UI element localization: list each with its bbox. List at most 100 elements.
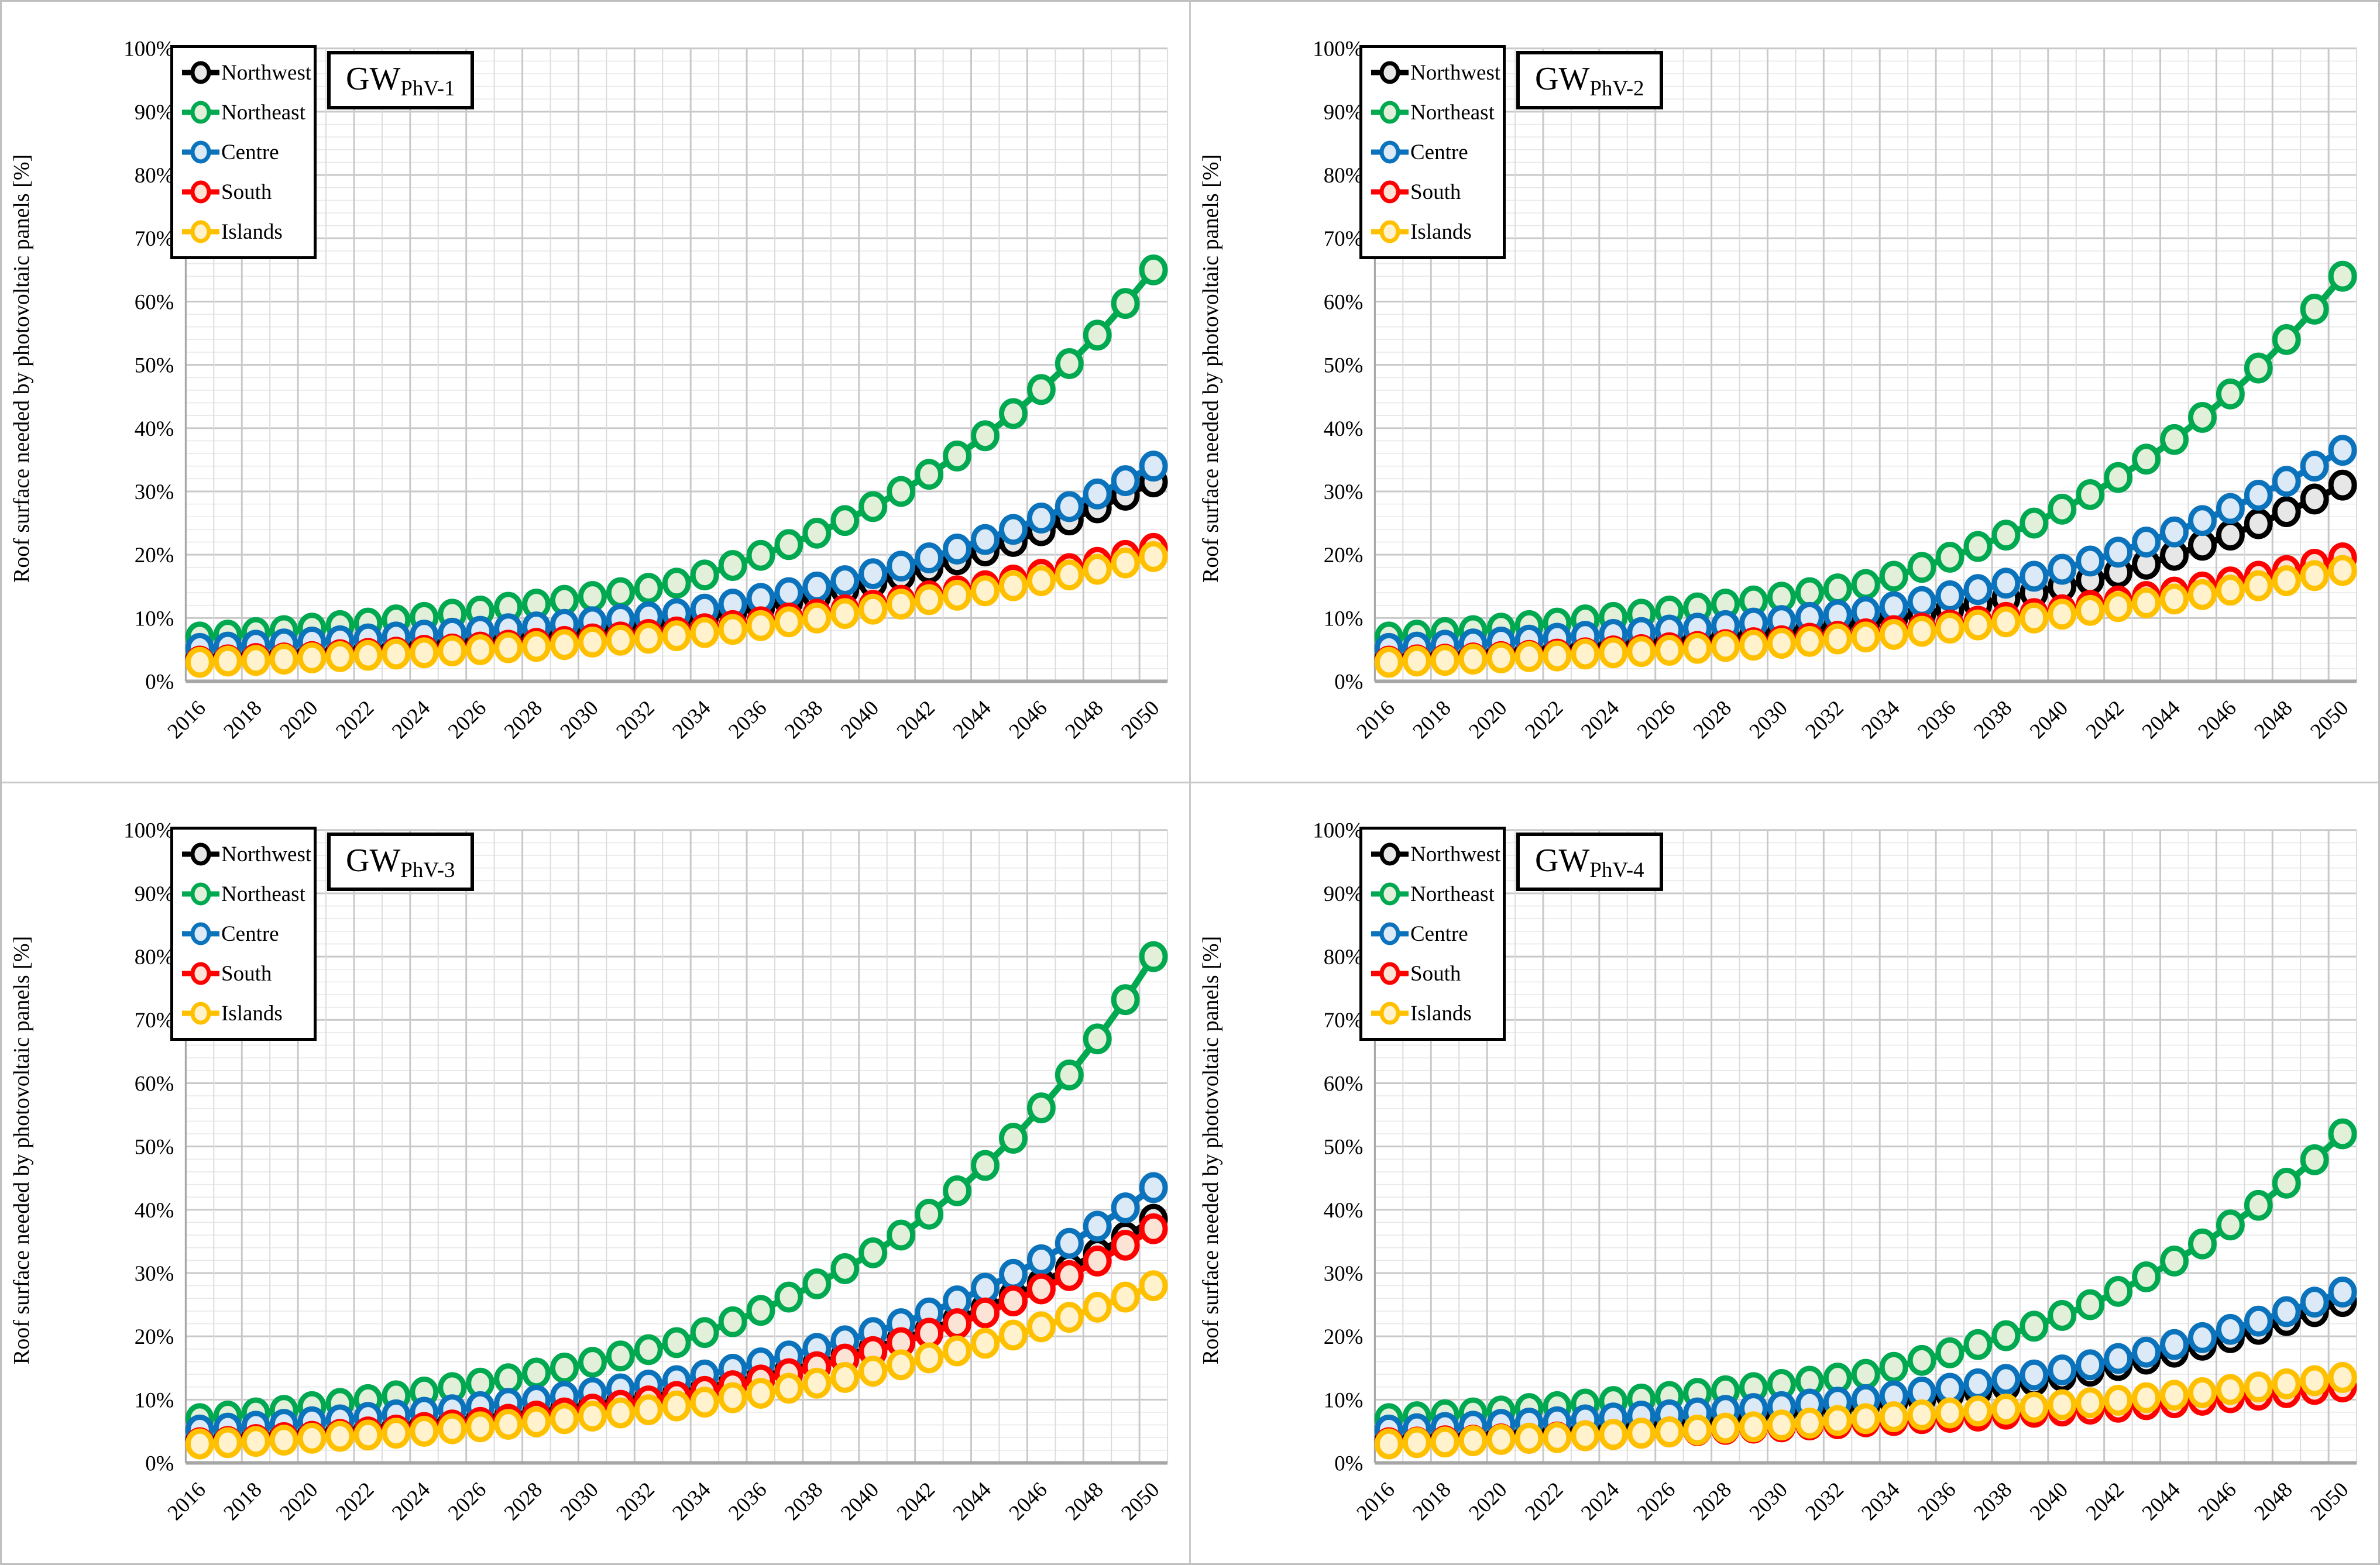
x-tick-label: 2034 (668, 1477, 715, 1525)
x-tick-label: 2044 (948, 1477, 995, 1525)
data-point-marker (1851, 1403, 1880, 1435)
data-point-marker (2187, 402, 2217, 433)
y-tick-label: 100% (123, 818, 174, 842)
y-tick-label: 80% (1324, 945, 1364, 969)
data-point-marker (1767, 1409, 1796, 1441)
data-point-marker (1935, 542, 1965, 573)
data-point-marker (1139, 450, 1168, 482)
data-point-marker (1739, 1411, 1768, 1443)
data-point-marker (662, 567, 691, 599)
data-point-marker (1083, 553, 1112, 585)
data-point-marker (1851, 1358, 1880, 1390)
data-point-marker (494, 1409, 523, 1440)
y-tick-label: 0% (145, 1451, 174, 1475)
data-point-marker (2244, 1371, 2273, 1403)
data-point-marker (1055, 1302, 1084, 1333)
data-point-marker (2244, 352, 2273, 384)
data-point-marker (2216, 493, 2245, 524)
y-tick-label: 60% (135, 290, 174, 314)
data-point-marker (887, 1349, 916, 1381)
y-tick-label: 50% (1324, 1135, 1364, 1159)
x-tick-label: 2044 (2137, 696, 2185, 743)
x-tick-label: 2046 (1004, 696, 1052, 743)
y-tick-label: 40% (135, 1198, 174, 1222)
data-point-marker (1111, 1192, 1140, 1223)
data-point-marker (606, 624, 635, 656)
data-point-marker (915, 542, 944, 573)
x-tick-label: 2046 (2193, 1477, 2241, 1525)
legend-item-label: South (221, 961, 272, 986)
legend-swatch-icon (182, 61, 219, 84)
data-point-marker (2048, 553, 2077, 585)
data-point-marker (634, 1334, 663, 1365)
data-point-marker (998, 1258, 1028, 1290)
data-point-marker (1055, 491, 1084, 522)
data-point-marker (887, 1219, 916, 1251)
data-point-marker (2132, 1261, 2161, 1292)
data-point-marker (2187, 505, 2217, 536)
legend-item-centre: Centre (181, 919, 305, 949)
y-axis-tick-labels: 0% 10% 20% 30% 40% 50% 60% 70% 80% 90% 100% (123, 818, 174, 1475)
chart-title-sub: PhV-2 (1589, 77, 1644, 101)
x-tick-label: 2044 (2137, 1477, 2185, 1525)
legend-item-northwest: Northwest (181, 839, 311, 869)
series-northeast (1374, 1118, 2357, 1435)
x-tick-label: 2022 (1520, 1477, 1567, 1525)
x-tick-label: 2034 (1857, 696, 1904, 743)
y-tick-label: 100% (123, 37, 174, 61)
x-tick-label: 2026 (1632, 696, 1680, 743)
data-point-marker (1907, 615, 1936, 647)
data-point-marker (971, 1272, 1000, 1304)
data-point-marker (466, 634, 495, 665)
legend-item-centre: Centre (181, 137, 305, 167)
data-point-marker (2160, 424, 2189, 455)
data-point-marker (1055, 1260, 1084, 1291)
data-point-marker (1711, 631, 1740, 662)
y-tick-label: 60% (1324, 1071, 1364, 1095)
data-point-marker (1991, 1364, 2021, 1395)
data-point-marker (998, 1319, 1028, 1351)
x-axis-tick-labels: 2016 2018 2020 2022 2024 2026 2028 2030 2032 2034… (163, 696, 1164, 743)
data-point-marker (1543, 640, 1572, 672)
data-point-marker (774, 577, 803, 608)
data-point-marker (1486, 1424, 1516, 1455)
data-point-marker (1374, 646, 1403, 678)
data-point-marker (297, 1422, 327, 1454)
x-tick-label: 2044 (948, 696, 995, 743)
data-point-marker (2160, 1380, 2189, 1411)
legend-swatch-icon (182, 1002, 219, 1025)
legend-swatch-icon (1371, 101, 1409, 124)
legend-item-label: Northeast (1410, 100, 1495, 125)
x-tick-label: 2028 (1688, 696, 1736, 743)
chart-title-sub: PhV-1 (400, 77, 455, 101)
data-point-marker (1486, 642, 1516, 673)
y-tick-label: 10% (135, 1388, 174, 1412)
data-point-marker (606, 577, 635, 608)
data-point-marker (1795, 625, 1824, 657)
data-point-marker (690, 1317, 719, 1349)
legend-item-label: Centre (1410, 140, 1468, 164)
y-axis-title: Roof surface needed by photovoltaic pane… (1198, 154, 1223, 583)
x-tick-label: 2048 (1060, 1477, 1108, 1525)
legend-item-islands: Islands (1371, 998, 1495, 1029)
x-axis-tick-labels: 2016 2018 2020 2022 2024 2026 2028 2030 2032 2034… (163, 1477, 1164, 1525)
data-point-marker (353, 639, 383, 671)
data-point-marker (1991, 567, 2021, 599)
legend: Northwest Northeast Centre South Islands (170, 827, 317, 1041)
legend-swatch-icon (1371, 882, 1409, 906)
legend-item-label: Centre (1410, 921, 1468, 946)
y-tick-label: 60% (135, 1071, 174, 1095)
x-tick-label: 2040 (2025, 696, 2072, 743)
data-point-marker (1655, 635, 1684, 666)
data-point-marker (522, 631, 551, 662)
data-point-marker (1963, 574, 1993, 606)
x-tick-label: 2030 (1744, 696, 1792, 743)
data-point-marker (718, 614, 747, 645)
data-point-marker (690, 559, 719, 591)
data-point-marker (2048, 1389, 2077, 1420)
data-point-marker (2328, 1118, 2357, 1150)
x-tick-label: 2028 (1688, 1477, 1736, 1525)
data-point-marker (887, 476, 916, 507)
data-point-marker (550, 1352, 579, 1384)
x-tick-label: 2026 (443, 1477, 490, 1525)
